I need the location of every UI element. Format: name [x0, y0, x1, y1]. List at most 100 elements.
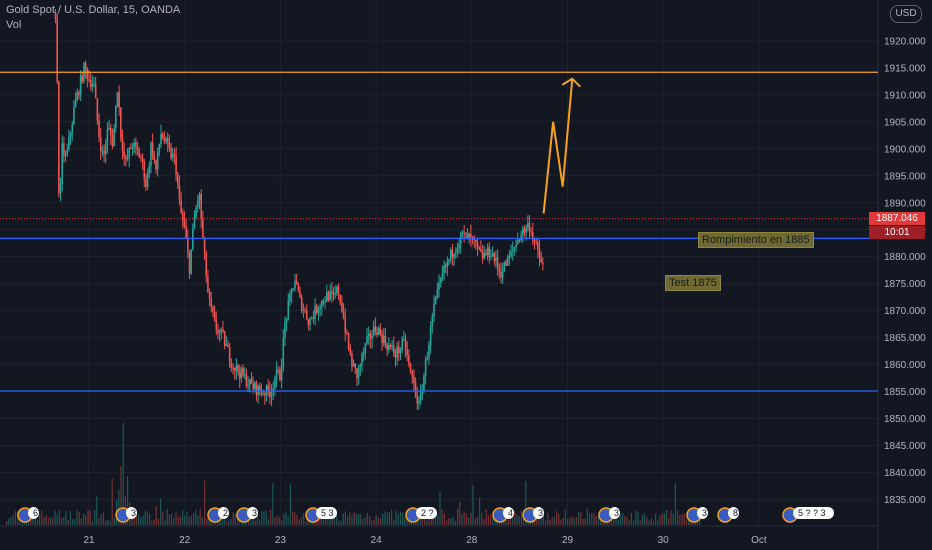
candle-body: [409, 363, 412, 372]
event-count-badge[interactable]: [609, 507, 620, 519]
volume-bar: [569, 517, 571, 525]
test-annotation[interactable]: Test 1875: [665, 275, 721, 291]
event-count-badge[interactable]: [503, 507, 514, 519]
candle-body: [530, 231, 532, 233]
candle-body: [416, 395, 419, 404]
y-tick-label: 1850.000: [884, 414, 926, 425]
candle-body: [76, 92, 79, 100]
candle-body: [86, 69, 89, 80]
event-count-badge[interactable]: [247, 507, 258, 519]
volume-bar: [349, 511, 351, 525]
candle-body: [284, 322, 286, 339]
candle-body: [178, 184, 181, 200]
volume-bar: [342, 513, 344, 525]
volume-bar: [377, 517, 379, 525]
event-count-badge[interactable]: [793, 507, 834, 519]
volume-bar: [549, 520, 551, 525]
event-count-badge[interactable]: [533, 507, 544, 519]
candle-body: [269, 390, 271, 397]
candle-body: [153, 156, 156, 160]
event-count-badge[interactable]: [316, 507, 337, 519]
volume-bar: [652, 520, 654, 525]
candle-body: [61, 143, 64, 185]
volume-bar: [476, 516, 478, 525]
candle-body: [444, 265, 447, 267]
event-count-badge[interactable]: [28, 507, 39, 519]
volume-bar: [98, 517, 100, 525]
candle-body: [458, 244, 460, 249]
candle-body: [376, 331, 378, 335]
volume-bar: [122, 422, 124, 525]
candle-body: [327, 292, 330, 300]
volume-bar: [437, 514, 439, 525]
candle-body: [73, 107, 75, 125]
y-tick-label: 1880.000: [884, 252, 926, 263]
projection-path[interactable]: [542, 78, 574, 214]
candle-body: [454, 252, 457, 254]
volume-bar: [459, 501, 461, 525]
volume-bar: [505, 519, 507, 525]
volume-bar: [404, 517, 406, 525]
candle-body: [180, 199, 182, 213]
candle-body: [252, 383, 254, 389]
event-count-badge[interactable]: [728, 507, 739, 519]
candle-body: [118, 92, 120, 108]
volume-bar: [490, 514, 492, 525]
event-count-badge[interactable]: [218, 507, 229, 519]
volume-bar: [221, 516, 223, 525]
volume-bar: [294, 512, 296, 525]
candle-body: [347, 333, 350, 349]
candle-body: [254, 382, 256, 389]
candle-body: [537, 242, 539, 250]
event-count-badge[interactable]: [697, 507, 708, 519]
volume-bar: [36, 520, 38, 525]
volume-bar: [270, 509, 272, 525]
volume-bar: [571, 516, 573, 525]
volume-bar: [193, 513, 195, 525]
volume-bar: [628, 519, 630, 525]
candle-body: [525, 227, 527, 233]
volume-bar: [65, 510, 67, 525]
event-count-badge[interactable]: [126, 507, 137, 519]
candle-body: [526, 223, 529, 228]
candle-body: [331, 291, 333, 294]
candle-body: [309, 318, 311, 325]
volume-bar: [32, 515, 34, 525]
volume-bar: [360, 514, 362, 525]
volume-bar: [567, 519, 569, 525]
volume-bar: [421, 514, 423, 525]
volume-bar: [131, 513, 133, 525]
candle-body: [480, 248, 482, 252]
volume-bar: [186, 511, 188, 525]
volume-bar: [364, 516, 366, 525]
candle-body: [315, 305, 318, 313]
candle-body: [413, 376, 415, 383]
y-tick-label: 1915.000: [884, 63, 926, 74]
volume-bar: [281, 520, 283, 525]
candle-body: [396, 346, 398, 358]
y-tick-label: 1865.000: [884, 333, 926, 344]
volume-bar: [384, 511, 386, 525]
candle-body: [408, 355, 410, 364]
candle-body: [304, 309, 306, 311]
volume-bar: [237, 513, 239, 525]
candle-body: [243, 374, 246, 376]
candle-body: [138, 150, 141, 158]
volume-bar: [463, 511, 465, 525]
candle-body: [108, 127, 110, 130]
volume-bar: [562, 517, 564, 525]
candle-body: [453, 253, 455, 258]
volume-bar: [85, 515, 87, 525]
currency-button[interactable]: USD: [890, 5, 922, 23]
symbol-title[interactable]: Gold Spot / U.S. Dollar, 15, OANDA: [6, 4, 181, 16]
volume-bar: [276, 515, 278, 525]
volume-bar: [261, 511, 263, 525]
event-count-badge[interactable]: [416, 507, 437, 519]
candle-body: [414, 382, 417, 396]
volume-bar: [336, 515, 338, 525]
volume-bar: [149, 513, 151, 525]
breakout-annotation[interactable]: Rompimiento en 1885: [698, 232, 814, 248]
volume-bar: [663, 513, 665, 525]
